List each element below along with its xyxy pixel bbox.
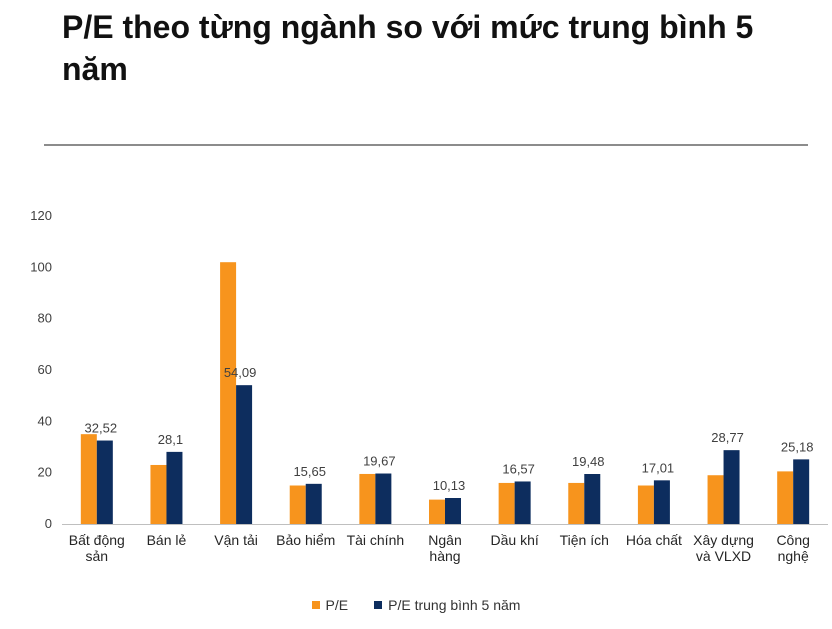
bar-chart: 0 20 40 60 80 100 120 32,52 28,1 54,09 15,65 19,67… [30, 208, 828, 564]
x-tick-label-line: Vận tải [214, 532, 258, 548]
x-tick-label: Bảo hiểm [276, 532, 335, 548]
legend-label-avg: P/E trung bình 5 năm [388, 597, 521, 613]
bar-pe-5yr-avg[interactable] [584, 474, 601, 524]
x-tick-label: Công nghệ [776, 532, 809, 564]
bar-pe-5yr-avg[interactable] [96, 440, 113, 524]
bar-pe[interactable] [80, 434, 97, 524]
y-tick-label: 120 [30, 208, 52, 223]
legend-swatch-pe [311, 601, 320, 609]
x-tick-label-line: Tiện ích [560, 532, 609, 548]
x-tick-label-line: Bảo hiểm [276, 532, 335, 548]
data-labels: 32,52 28,1 54,09 15,65 19,67 10,13 16,57 19,48 1… [85, 365, 814, 493]
legend-swatch-avg [374, 601, 383, 609]
legend-item-avg[interactable]: P/E trung bình 5 năm [374, 597, 520, 613]
bar-pe-5yr-avg[interactable] [653, 480, 670, 524]
y-tick-label: 60 [38, 362, 52, 377]
y-tick-label: 100 [30, 259, 52, 274]
bar-pe[interactable] [568, 482, 585, 524]
x-tick-label-line: sản [86, 548, 109, 564]
data-label: 32,52 [85, 421, 118, 436]
x-tick-label-line: Bất động [69, 532, 125, 548]
x-tick-label: Ngân hàng [428, 532, 461, 564]
x-tick-label: Vận tải [214, 532, 258, 548]
x-tick-label: Hóa chất [626, 532, 682, 548]
y-tick-label: 0 [45, 516, 52, 531]
bar-pe-5yr-avg[interactable] [236, 385, 253, 524]
data-label: 25,18 [781, 439, 814, 454]
bar-pe[interactable] [429, 499, 445, 524]
bar-pe-5yr-avg[interactable] [166, 451, 183, 524]
x-tick-label-line: hàng [429, 548, 460, 564]
bar-pe-5yr-avg[interactable] [445, 497, 461, 524]
y-tick-label: 20 [38, 465, 52, 480]
bar-pe[interactable] [498, 482, 515, 524]
data-label: 19,67 [363, 454, 396, 469]
y-tick-label: 80 [38, 311, 52, 326]
title-divider [44, 144, 808, 146]
y-tick-label: 40 [38, 413, 52, 428]
data-label: 28,77 [711, 430, 744, 445]
bar-pe-5yr-avg[interactable] [793, 459, 810, 524]
bar-pe-5yr-avg[interactable] [723, 450, 740, 524]
x-tick-label-line: Công [776, 532, 809, 548]
x-tick-label-line: Hóa chất [626, 532, 682, 548]
data-label: 54,09 [224, 365, 257, 380]
x-tick-label: Tài chính [347, 532, 405, 548]
x-tick-label: Bán lẻ [147, 532, 187, 548]
x-tick-label-line: và VLXD [696, 548, 751, 564]
bar-pe-5yr-avg[interactable] [305, 483, 322, 524]
x-tick-label: Bất động sản [69, 532, 125, 564]
x-tick-label: Xây dựng và VLXD [693, 532, 754, 564]
bar-pe-5yr-avg[interactable] [375, 473, 392, 524]
x-tick-label-line: Dầu khí [491, 532, 539, 548]
bar-pe[interactable] [220, 262, 237, 524]
data-label: 16,57 [502, 461, 535, 476]
y-axis: 0 20 40 60 80 100 120 [30, 208, 52, 531]
bar-pe[interactable] [637, 485, 654, 525]
x-tick-label-line: nghệ [778, 548, 809, 564]
bar-pe[interactable] [359, 473, 376, 524]
data-label: 28,1 [158, 432, 183, 447]
legend: P/E P/E trung bình 5 năm [0, 597, 832, 613]
bars [80, 262, 810, 525]
data-label: 10,13 [433, 478, 466, 493]
bar-pe[interactable] [777, 471, 794, 524]
x-tick-label-line: Tài chính [347, 532, 405, 548]
x-tick-label-line: Ngân [428, 532, 461, 548]
bar-pe[interactable] [707, 475, 724, 524]
legend-item-pe[interactable]: P/E [311, 597, 349, 613]
data-label: 19,48 [572, 454, 605, 469]
x-tick-label-line: Bán lẻ [147, 532, 187, 548]
x-axis: Bất động sản Bán lẻ Vận tải Bảo hiểm Tài chín… [62, 524, 828, 564]
x-tick-label: Tiện ích [560, 532, 609, 548]
x-tick-label-line: Xây dựng [693, 532, 754, 548]
data-label: 15,65 [293, 464, 326, 479]
x-tick-label: Dầu khí [491, 532, 539, 548]
bar-pe[interactable] [289, 485, 306, 525]
page-title: P/E theo từng ngành so với mức trung bìn… [62, 9, 754, 87]
legend-label-pe: P/E [325, 597, 349, 613]
bar-pe[interactable] [150, 464, 167, 524]
data-label: 17,01 [642, 460, 675, 475]
bar-pe-5yr-avg[interactable] [514, 481, 531, 524]
